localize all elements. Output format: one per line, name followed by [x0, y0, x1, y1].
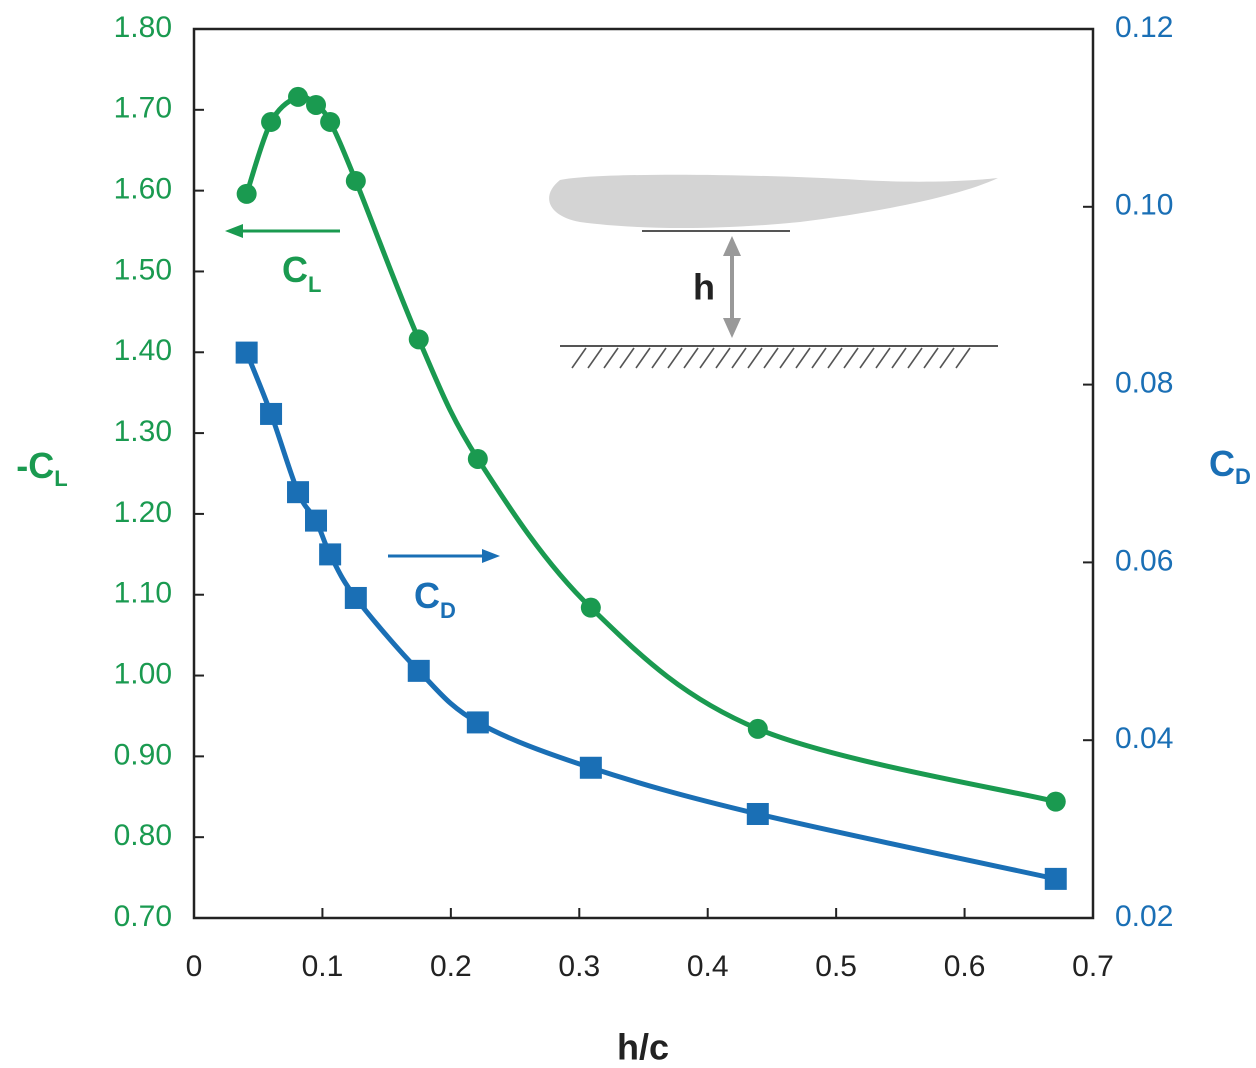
y2-axis-label-main: C: [1209, 443, 1235, 484]
x-tick-label: 0.4: [687, 950, 729, 983]
y2-tick-label: 0.04: [1115, 722, 1173, 755]
data-point: [579, 756, 602, 779]
y-tick-label: 1.20: [114, 496, 172, 529]
y-tick-label: 1.50: [114, 253, 172, 286]
y2-tick-label: 0.08: [1115, 367, 1173, 400]
y-tick-label: 1.00: [114, 657, 172, 690]
y-tick-label: 1.70: [114, 92, 172, 125]
inset-diagram: h: [549, 174, 998, 369]
legend-label-sub: L: [308, 272, 321, 297]
data-point: [344, 586, 367, 609]
y2-tick-label: 0.12: [1115, 11, 1173, 44]
data-point: [288, 86, 309, 107]
y-tick-label: 0.70: [114, 900, 172, 933]
data-point: [580, 597, 601, 618]
legend-arrowhead: [225, 224, 243, 238]
data-point: [345, 170, 366, 191]
y-axis-label: -CL: [16, 445, 67, 491]
x-tick-label: 0.5: [815, 950, 857, 983]
data-point: [319, 543, 342, 566]
y-tick-label: 1.30: [114, 415, 172, 448]
series-line: [244, 351, 1057, 882]
y2-tick-label: 0.06: [1115, 544, 1173, 577]
data-point: [306, 94, 327, 115]
ground-hatch: [571, 347, 971, 369]
data-point: [320, 111, 341, 132]
y-tick-label: 0.90: [114, 738, 172, 771]
y-tick-label: 1.80: [114, 11, 172, 44]
x-tick-label: 0.6: [944, 950, 986, 983]
y2-tick-label: 0.02: [1115, 900, 1173, 933]
plot-frame: [192, 27, 1095, 920]
y-axis-label-main: -C: [16, 445, 54, 486]
y2-axis-label-sub: D: [1235, 464, 1251, 489]
data-point: [407, 659, 430, 682]
data-point: [261, 111, 282, 132]
data-point: [260, 402, 283, 425]
x-tick-label: 0.1: [302, 950, 344, 983]
data-point: [287, 481, 310, 504]
inset-label: h: [693, 267, 715, 308]
airfoil: [549, 174, 998, 228]
x-tick-label: 0: [186, 950, 203, 983]
data-point: [1045, 791, 1066, 812]
x-tick-label: 0.7: [1072, 950, 1114, 983]
x-tick-label: 0.2: [430, 950, 472, 983]
data-point: [747, 718, 768, 739]
x-tick-label: 0.3: [558, 950, 600, 983]
y2-axis-label: CD: [1209, 443, 1251, 489]
y-tick-label: 0.80: [114, 819, 172, 852]
legend-label: CL: [282, 249, 321, 297]
data-point: [1044, 867, 1067, 890]
y-tick-label: 1.40: [114, 334, 172, 367]
x-axis-label: h/c: [617, 1027, 669, 1068]
legend-label: CD: [414, 575, 456, 623]
legend-label-sub: D: [440, 598, 456, 623]
data-point: [746, 802, 769, 825]
legend-arrowhead: [482, 549, 500, 563]
y-tick-label: 1.60: [114, 173, 172, 206]
data-point: [408, 329, 429, 350]
data-point: [467, 448, 488, 469]
data-point: [305, 509, 328, 532]
y-tick-label: 1.10: [114, 577, 172, 610]
y-axis-label-sub: L: [54, 466, 67, 491]
legend-label-main: C: [282, 249, 308, 290]
legend-label-main: C: [414, 575, 440, 616]
data-point: [466, 711, 489, 734]
data-point: [235, 341, 258, 364]
data-point: [236, 183, 257, 204]
y2-tick-label: 0.10: [1115, 189, 1173, 222]
